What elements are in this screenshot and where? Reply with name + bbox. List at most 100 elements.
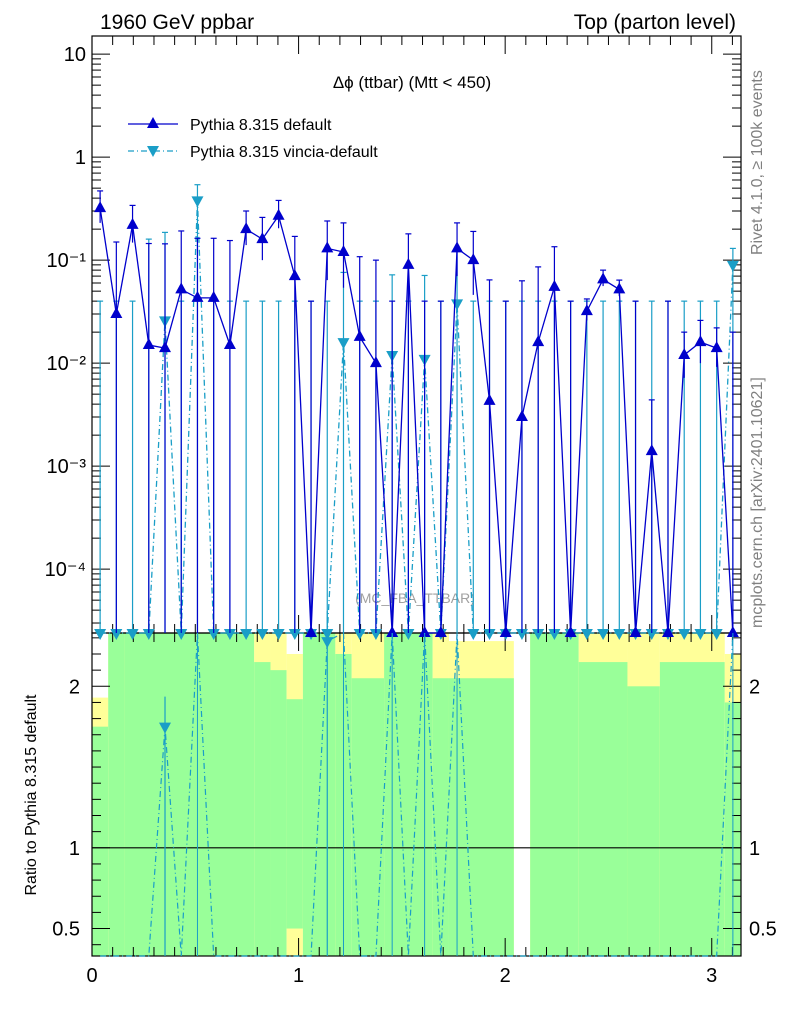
xtick-label: 3 <box>706 965 717 987</box>
ratio-band-green <box>659 662 725 956</box>
data-point <box>694 335 707 347</box>
data-point <box>483 393 496 405</box>
xtick-label: 1 <box>293 965 304 987</box>
data-point <box>223 338 236 350</box>
data-point <box>678 347 691 359</box>
data-point <box>726 626 739 637</box>
xtick-label: 2 <box>500 965 511 987</box>
ratio-band-green <box>286 699 303 929</box>
data-point <box>515 410 528 422</box>
ratio-band-green <box>108 633 125 956</box>
ratio-band-green <box>448 678 514 956</box>
data-point <box>726 260 739 272</box>
chart-title: Δϕ (ttbar) (Mtt < 450) <box>333 73 491 92</box>
mcplots-label: mcplots.cern.ch [arXiv:2401.10621] <box>749 377 766 628</box>
series-line <box>100 200 734 634</box>
data-point <box>402 257 415 269</box>
data-point <box>305 626 318 637</box>
data-point <box>613 629 626 640</box>
data-point <box>159 341 172 353</box>
legend-label-series2: Pythia 8.315 vincia-default <box>190 144 378 161</box>
series2-main <box>94 184 739 640</box>
data-point <box>451 241 464 253</box>
main-ytick-label: 10⁻² <box>47 353 87 375</box>
data-point <box>191 290 204 302</box>
ratio-series-line <box>100 632 734 957</box>
ratio-ytick-label: 0.5 <box>52 919 80 941</box>
ratio-frame <box>91 632 742 957</box>
main-ytick-label: 1 <box>75 147 86 169</box>
data-point <box>94 201 107 213</box>
header-left: 1960 GeV ppbar <box>100 11 254 34</box>
data-point <box>597 629 610 640</box>
x-axis: 0 1 2 3 <box>86 36 733 987</box>
main-axes: 10 1 10⁻¹ 10⁻² 10⁻³ 10⁻⁴ <box>45 44 741 624</box>
main-ytick-label: 10 <box>64 44 86 66</box>
ratio-ytick-label-right: 1 <box>749 838 760 860</box>
data-point <box>223 629 236 640</box>
data-point <box>94 629 107 640</box>
data-point <box>597 272 610 284</box>
ratio-band-green <box>384 633 433 956</box>
data-point <box>288 269 301 281</box>
ratio-ytick-label: 2 <box>69 676 80 698</box>
main-ytick-label: 10⁻³ <box>47 456 87 478</box>
ratio-band-green <box>351 678 385 956</box>
data-point <box>142 338 155 350</box>
data-point <box>369 629 382 640</box>
ratio-band-green <box>627 686 660 956</box>
data-point <box>694 629 707 640</box>
data-point <box>175 629 188 640</box>
data-point <box>126 217 139 229</box>
series1-main <box>94 190 739 637</box>
data-point <box>126 629 139 640</box>
data-point <box>207 629 220 640</box>
legend-marker-series2 <box>147 146 159 157</box>
data-point <box>645 629 658 640</box>
data-point <box>321 241 334 253</box>
data-point <box>369 356 382 368</box>
xtick-label: 0 <box>86 965 97 987</box>
ratio-ylabel: Ratio to Pythia 8.315 default <box>23 694 40 896</box>
data-point <box>272 208 285 220</box>
data-point <box>548 629 561 640</box>
ratio-band-green <box>432 678 449 956</box>
data-point <box>191 196 204 208</box>
ratio-ytick-label-right: 2 <box>749 676 760 698</box>
data-point <box>434 626 447 637</box>
data-point <box>256 629 269 640</box>
data-point <box>483 629 496 640</box>
data-point <box>629 626 642 637</box>
data-point <box>548 279 561 291</box>
legend-marker-series1 <box>147 117 159 128</box>
data-point <box>467 629 480 640</box>
data-point <box>532 629 545 640</box>
data-point <box>288 629 301 640</box>
data-point <box>353 629 366 640</box>
data-point <box>110 629 123 640</box>
data-point <box>451 299 464 311</box>
data-point <box>710 629 723 640</box>
ratio-lines <box>100 611 734 957</box>
data-point <box>661 626 674 637</box>
ratio-ytick-label-right: 0.5 <box>749 919 777 941</box>
data-point <box>467 253 480 265</box>
series-line <box>99 208 734 634</box>
main-ytick-label: 10⁻¹ <box>47 250 87 272</box>
data-point <box>645 444 658 456</box>
watermark: (MC_FBA_TTBAR) <box>355 590 475 606</box>
data-point <box>142 629 155 640</box>
ratio-band-green <box>124 633 255 956</box>
ratio-band-green <box>302 633 336 956</box>
data-point <box>337 338 350 350</box>
rivet-label: Rivet 4.1.0, ≥ 100k events <box>749 70 766 255</box>
data-point <box>564 626 577 637</box>
legend-label-series1: Pythia 8.315 default <box>190 117 332 134</box>
ratio-ytick-label: 1 <box>69 838 80 860</box>
data-point <box>240 222 253 234</box>
ratio-band-green <box>578 662 628 956</box>
data-point <box>515 629 528 640</box>
data-point <box>678 629 691 640</box>
data-point <box>175 282 188 294</box>
